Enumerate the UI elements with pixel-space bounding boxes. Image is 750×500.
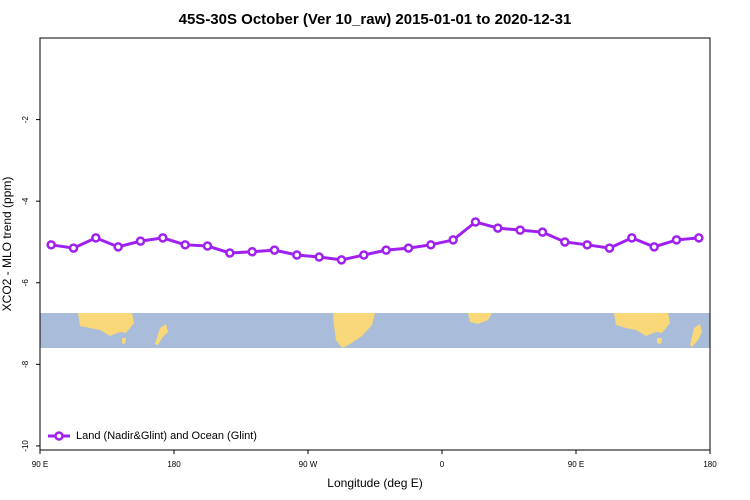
y-tick-label: -6 (21, 279, 30, 287)
chart-title: 45S-30S October (Ver 10_raw) 2015-01-01 … (179, 11, 572, 28)
data-point (470, 217, 481, 227)
y-tick-label: -8 (21, 360, 30, 368)
y-axis-label: XCO2 - MLO trend (ppm) (0, 177, 14, 312)
legend-label: Land (Nadir&Glint) and Ocean (Glint) (76, 430, 257, 442)
x-axis-label: Longitude (deg E) (327, 476, 422, 490)
legend-marker (54, 431, 64, 441)
data-point (627, 233, 637, 243)
data-point (671, 235, 682, 245)
data-point (381, 245, 391, 255)
data-point (537, 227, 548, 237)
data-point (180, 240, 190, 250)
data-point (426, 240, 436, 250)
data-point (68, 243, 79, 253)
data-point (604, 243, 615, 253)
x-tick-label: 180 (703, 460, 717, 469)
data-point (336, 255, 347, 265)
data-point (247, 247, 257, 257)
x-tick-label: 180 (167, 460, 181, 469)
data-point (292, 250, 302, 260)
data-point (225, 248, 235, 258)
data-point (314, 252, 324, 262)
data-point (202, 241, 213, 251)
data-point (493, 223, 503, 233)
data-point (515, 225, 525, 235)
data-point (135, 236, 146, 246)
data-point (158, 233, 168, 243)
data-point (359, 250, 369, 260)
data-point (560, 237, 570, 247)
x-tick-label: 90 E (32, 460, 48, 469)
x-tick-label: 0 (440, 460, 445, 469)
series-line (50, 220, 699, 262)
x-tick-label: 90 W (299, 460, 318, 469)
map-strip (40, 313, 710, 348)
data-point (269, 245, 280, 255)
x-tick-label: 90 E (568, 460, 584, 469)
data-point (448, 235, 458, 245)
plot-frame (39, 37, 711, 451)
data-point (91, 233, 101, 243)
y-tick-label: -2 (21, 115, 30, 123)
y-tick-label: -10 (21, 440, 30, 452)
data-point (113, 242, 123, 252)
data-point (649, 242, 659, 252)
data-point (694, 233, 704, 243)
data-point (403, 243, 414, 253)
data-point (582, 240, 592, 250)
y-tick-label: -4 (21, 197, 30, 205)
data-point (46, 240, 56, 250)
